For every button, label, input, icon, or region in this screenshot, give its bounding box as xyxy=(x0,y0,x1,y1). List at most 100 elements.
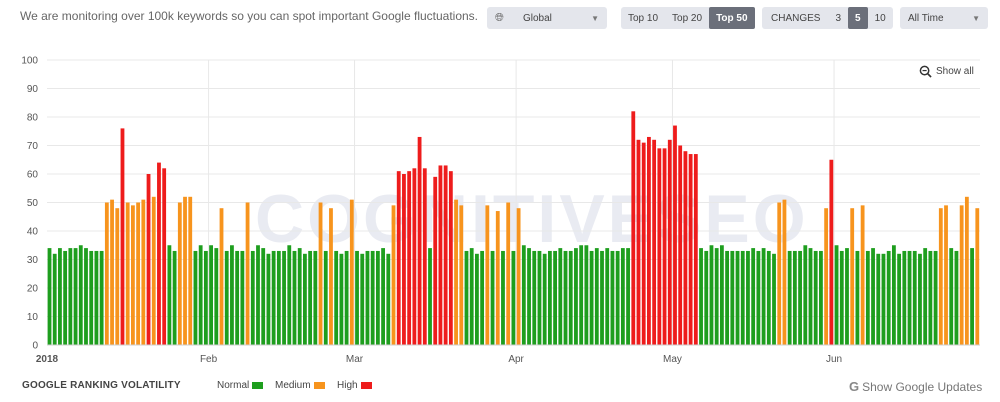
bar xyxy=(693,154,698,345)
bar xyxy=(151,196,156,345)
bar xyxy=(136,202,141,345)
show-all-button[interactable]: Show all xyxy=(919,65,974,78)
bar xyxy=(349,199,354,345)
changes-10-button[interactable]: 10 xyxy=(874,12,886,24)
bar xyxy=(495,211,500,345)
bar xyxy=(360,253,365,345)
top-50-button[interactable]: Top 50 xyxy=(709,7,755,29)
bar xyxy=(287,245,292,345)
bar xyxy=(860,205,865,345)
bar xyxy=(396,171,401,345)
bar xyxy=(375,250,380,345)
bar xyxy=(876,253,881,345)
legend-medium[interactable]: Medium xyxy=(275,380,325,391)
bar xyxy=(339,253,344,345)
bar xyxy=(746,250,750,345)
bar xyxy=(73,248,78,345)
y-tick-label: 60 xyxy=(27,170,39,181)
changes-5-button[interactable]: 5 xyxy=(848,7,868,29)
bar xyxy=(261,248,266,345)
bar xyxy=(907,250,912,345)
bar xyxy=(652,139,657,345)
bar xyxy=(975,208,980,345)
bar xyxy=(172,250,177,345)
legend-normal-label: Normal xyxy=(217,380,250,391)
bar xyxy=(636,139,641,345)
bar xyxy=(657,148,662,345)
bar xyxy=(355,250,359,345)
bar xyxy=(240,250,245,345)
bar xyxy=(464,250,469,345)
chevron-down-icon: ▼ xyxy=(591,13,599,23)
bar xyxy=(970,248,974,345)
bar xyxy=(485,205,490,345)
bar xyxy=(813,250,818,345)
bar xyxy=(845,248,849,345)
bar xyxy=(141,199,146,345)
bar xyxy=(198,245,203,345)
legend-high[interactable]: High xyxy=(337,380,372,391)
show-google-updates-button[interactable]: G Show Google Updates xyxy=(849,379,982,394)
top-20-button[interactable]: Top 20 xyxy=(672,12,703,24)
x-tick-label: Apr xyxy=(508,354,524,365)
bar xyxy=(370,250,375,345)
bar xyxy=(475,253,479,345)
legend-high-label: High xyxy=(337,380,358,391)
region-dropdown[interactable]: 🌐︎ Global ▼ xyxy=(487,7,607,29)
bar xyxy=(563,250,568,345)
bar xyxy=(568,250,573,345)
period-value: All Time xyxy=(908,12,944,24)
bar xyxy=(605,248,610,345)
bar xyxy=(730,250,735,345)
bar xyxy=(63,250,68,345)
bar xyxy=(313,250,318,345)
y-tick-label: 30 xyxy=(27,255,39,266)
bar xyxy=(824,208,829,345)
bar xyxy=(620,248,625,345)
bar xyxy=(438,165,443,345)
legend-normal[interactable]: Normal xyxy=(217,380,264,391)
bar xyxy=(381,248,385,345)
period-dropdown[interactable]: All Time ▼ xyxy=(900,7,988,29)
bar xyxy=(459,205,464,345)
bar xyxy=(865,250,870,345)
bar xyxy=(714,248,719,345)
bar xyxy=(933,250,938,345)
bar xyxy=(412,168,417,345)
bar xyxy=(709,245,714,345)
bar xyxy=(78,245,83,345)
y-tick-label: 70 xyxy=(27,141,39,152)
bar xyxy=(146,174,151,345)
y-tick-label: 40 xyxy=(27,227,39,238)
bar xyxy=(292,250,297,345)
changes-3-button[interactable]: 3 xyxy=(835,12,842,24)
bar xyxy=(850,208,855,345)
bar xyxy=(542,253,547,345)
bar xyxy=(130,205,135,345)
bar xyxy=(584,245,589,345)
bar xyxy=(84,248,88,345)
bar xyxy=(912,250,917,345)
bar xyxy=(334,250,339,345)
bar xyxy=(68,248,73,345)
y-tick-label: 100 xyxy=(21,56,38,67)
bar xyxy=(407,171,412,345)
bar xyxy=(855,250,860,345)
bar xyxy=(949,248,954,345)
bar xyxy=(782,199,787,345)
intro-text: We are monitoring over 100k keywords so … xyxy=(20,9,479,23)
bar xyxy=(89,250,94,345)
bar xyxy=(772,253,776,345)
bar xyxy=(589,250,594,345)
bar xyxy=(532,250,537,345)
bar xyxy=(323,250,328,345)
bar xyxy=(641,142,646,345)
bar xyxy=(683,151,688,345)
bar xyxy=(902,250,907,345)
top-10-button[interactable]: Top 10 xyxy=(628,12,659,24)
bar xyxy=(276,250,281,345)
bar xyxy=(521,245,526,345)
bar xyxy=(944,205,948,345)
bar xyxy=(699,248,703,345)
bar xyxy=(177,202,182,345)
